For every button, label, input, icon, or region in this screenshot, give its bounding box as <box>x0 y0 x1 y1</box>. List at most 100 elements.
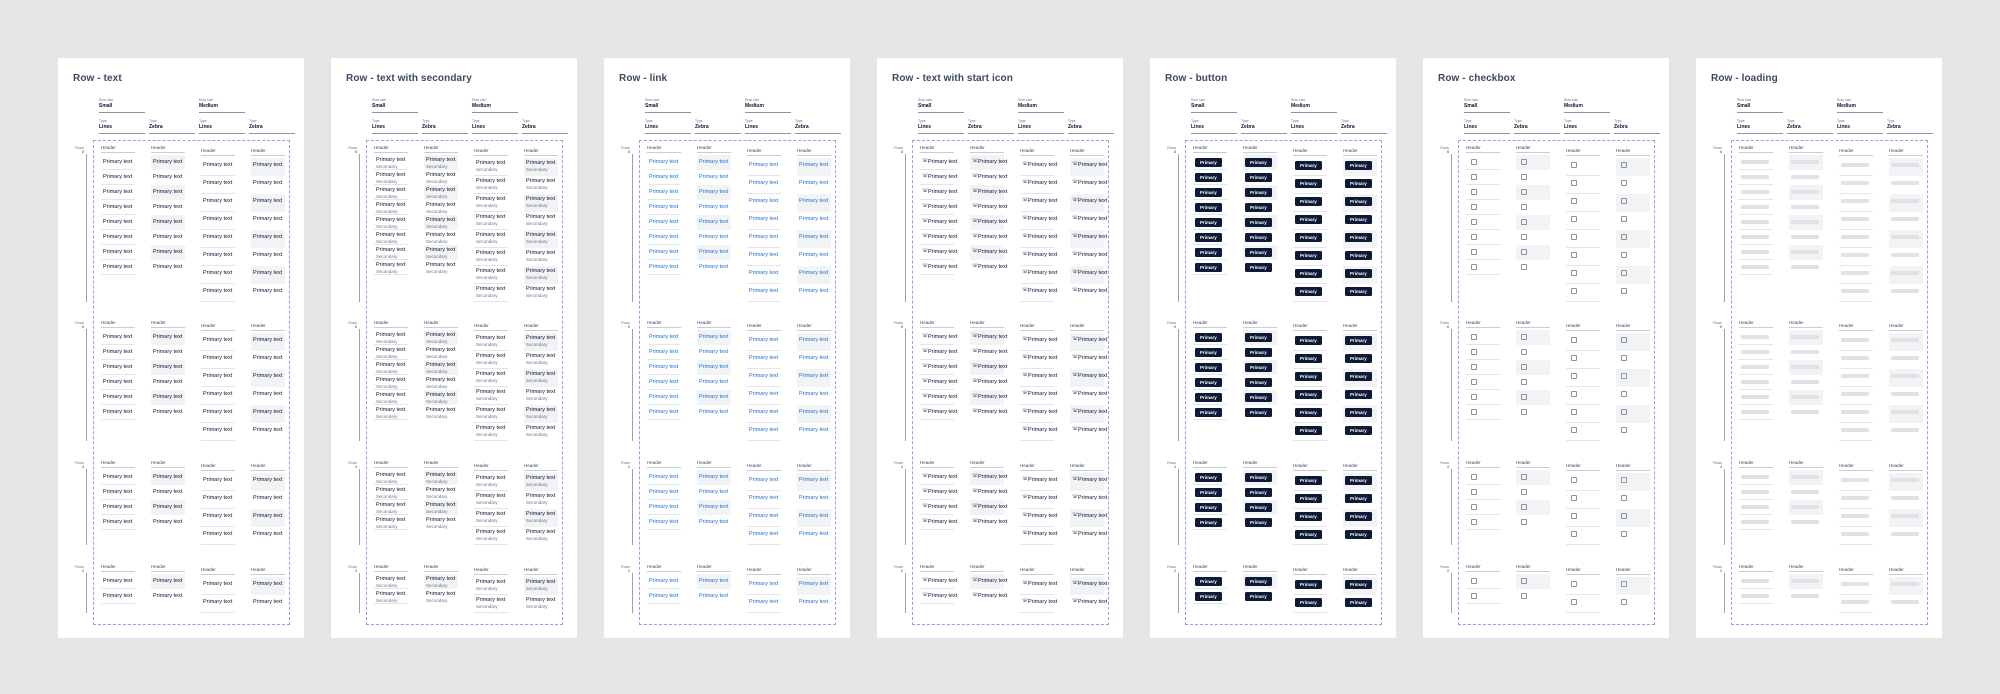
table-row[interactable] <box>1466 260 1500 275</box>
checkbox[interactable] <box>1621 477 1627 483</box>
table-row[interactable] <box>1516 200 1550 215</box>
primary-button[interactable]: Primary <box>1195 362 1222 372</box>
option-selector[interactable]: Type Lines <box>1464 119 1510 134</box>
link-text[interactable]: Primary text <box>699 159 729 165</box>
primary-button[interactable]: Primary <box>1245 347 1272 357</box>
link-text[interactable]: Primary text <box>749 355 779 361</box>
checkbox[interactable] <box>1521 189 1527 195</box>
link-text[interactable]: Primary text <box>799 531 829 537</box>
link-text[interactable]: Primary text <box>749 180 779 186</box>
checkbox[interactable] <box>1571 581 1577 587</box>
table-row[interactable]: Primary <box>1293 351 1327 369</box>
checkbox[interactable] <box>1521 364 1527 370</box>
table-row[interactable]: Primary text <box>797 369 831 387</box>
table-row[interactable] <box>1466 360 1500 375</box>
link-text[interactable]: Primary text <box>799 513 829 519</box>
table-row[interactable]: Primary text <box>797 248 831 266</box>
table-row[interactable]: Primary text <box>797 577 831 595</box>
table-row[interactable]: Primary <box>1193 405 1227 420</box>
table-row[interactable]: Primary text <box>647 500 681 515</box>
checkbox[interactable] <box>1471 349 1477 355</box>
table-row[interactable]: Primary text <box>797 351 831 369</box>
table-row[interactable]: Primary text <box>647 230 681 245</box>
primary-button[interactable]: Primary <box>1295 335 1322 345</box>
table-row[interactable]: Primary <box>1293 527 1327 545</box>
table-row[interactable]: Primary text <box>647 515 681 530</box>
table-row[interactable] <box>1466 170 1500 185</box>
link-text[interactable]: Primary text <box>749 495 779 501</box>
link-text[interactable]: Primary text <box>799 198 829 204</box>
primary-button[interactable]: Primary <box>1295 425 1322 435</box>
option-selector[interactable]: Row size Small <box>99 98 145 113</box>
primary-button[interactable]: Primary <box>1195 217 1222 227</box>
option-selector[interactable]: Row size Small <box>1464 98 1510 113</box>
primary-button[interactable]: Primary <box>1245 576 1272 586</box>
table-row[interactable]: Primary text <box>647 200 681 215</box>
primary-button[interactable]: Primary <box>1345 597 1372 607</box>
primary-button[interactable]: Primary <box>1345 232 1372 242</box>
table-row[interactable]: Primary text <box>797 158 831 176</box>
table-row[interactable] <box>1616 405 1650 423</box>
table-row[interactable]: Primary text <box>697 470 731 485</box>
option-selector[interactable]: Type Zebra <box>149 119 195 134</box>
primary-button[interactable]: Primary <box>1245 407 1272 417</box>
table-row[interactable]: Primary text <box>697 375 731 390</box>
table-row[interactable]: Primary text <box>697 185 731 200</box>
checkbox[interactable] <box>1521 409 1527 415</box>
table-row[interactable] <box>1516 515 1550 530</box>
table-row[interactable]: Primary text <box>747 423 781 441</box>
table-row[interactable]: Primary text <box>797 266 831 284</box>
table-row[interactable]: Primary <box>1343 473 1377 491</box>
table-row[interactable] <box>1566 473 1600 491</box>
option-selector[interactable]: Type Lines <box>199 119 245 134</box>
primary-button[interactable]: Primary <box>1295 196 1322 206</box>
link-text[interactable]: Primary text <box>699 504 729 510</box>
link-text[interactable]: Primary text <box>699 489 729 495</box>
primary-button[interactable]: Primary <box>1345 353 1372 363</box>
option-selector[interactable]: Type Lines <box>918 119 964 134</box>
table-row[interactable] <box>1466 470 1500 485</box>
primary-button[interactable]: Primary <box>1345 529 1372 539</box>
table-row[interactable]: Primary text <box>747 194 781 212</box>
table-row[interactable] <box>1466 330 1500 345</box>
checkbox[interactable] <box>1521 219 1527 225</box>
checkbox[interactable] <box>1521 379 1527 385</box>
table-row[interactable]: Primary <box>1293 509 1327 527</box>
checkbox[interactable] <box>1521 249 1527 255</box>
option-selector[interactable]: Type Zebra <box>968 119 1014 134</box>
link-text[interactable]: Primary text <box>699 519 729 525</box>
table-row[interactable]: Primary <box>1243 574 1277 589</box>
table-row[interactable]: Primary text <box>647 470 681 485</box>
table-row[interactable] <box>1566 423 1600 441</box>
table-row[interactable]: Primary <box>1293 230 1327 248</box>
table-row[interactable]: Primary text <box>647 185 681 200</box>
option-selector[interactable]: Type Lines <box>1837 119 1883 134</box>
table-row[interactable]: Primary <box>1193 200 1227 215</box>
primary-button[interactable]: Primary <box>1345 214 1372 224</box>
table-row[interactable]: Primary text <box>747 491 781 509</box>
table-row[interactable] <box>1566 491 1600 509</box>
table-row[interactable]: Primary text <box>697 345 731 360</box>
primary-button[interactable]: Primary <box>1195 377 1222 387</box>
option-selector[interactable]: Type Zebra <box>249 119 295 134</box>
checkbox[interactable] <box>1471 159 1477 165</box>
primary-button[interactable]: Primary <box>1295 353 1322 363</box>
table-row[interactable]: Primary text <box>747 266 781 284</box>
primary-button[interactable]: Primary <box>1245 262 1272 272</box>
table-row[interactable]: Primary text <box>697 200 731 215</box>
table-row[interactable] <box>1516 360 1550 375</box>
table-row[interactable]: Primary text <box>647 485 681 500</box>
table-row[interactable] <box>1616 577 1650 595</box>
link-text[interactable]: Primary text <box>649 349 679 355</box>
primary-button[interactable]: Primary <box>1195 392 1222 402</box>
link-text[interactable]: Primary text <box>799 270 829 276</box>
checkbox[interactable] <box>1471 394 1477 400</box>
table-row[interactable] <box>1616 595 1650 613</box>
table-row[interactable]: Primary text <box>697 245 731 260</box>
table-row[interactable] <box>1566 509 1600 527</box>
checkbox[interactable] <box>1571 234 1577 240</box>
table-row[interactable] <box>1566 248 1600 266</box>
checkbox[interactable] <box>1621 198 1627 204</box>
table-row[interactable]: Primary text <box>697 170 731 185</box>
table-row[interactable] <box>1516 375 1550 390</box>
